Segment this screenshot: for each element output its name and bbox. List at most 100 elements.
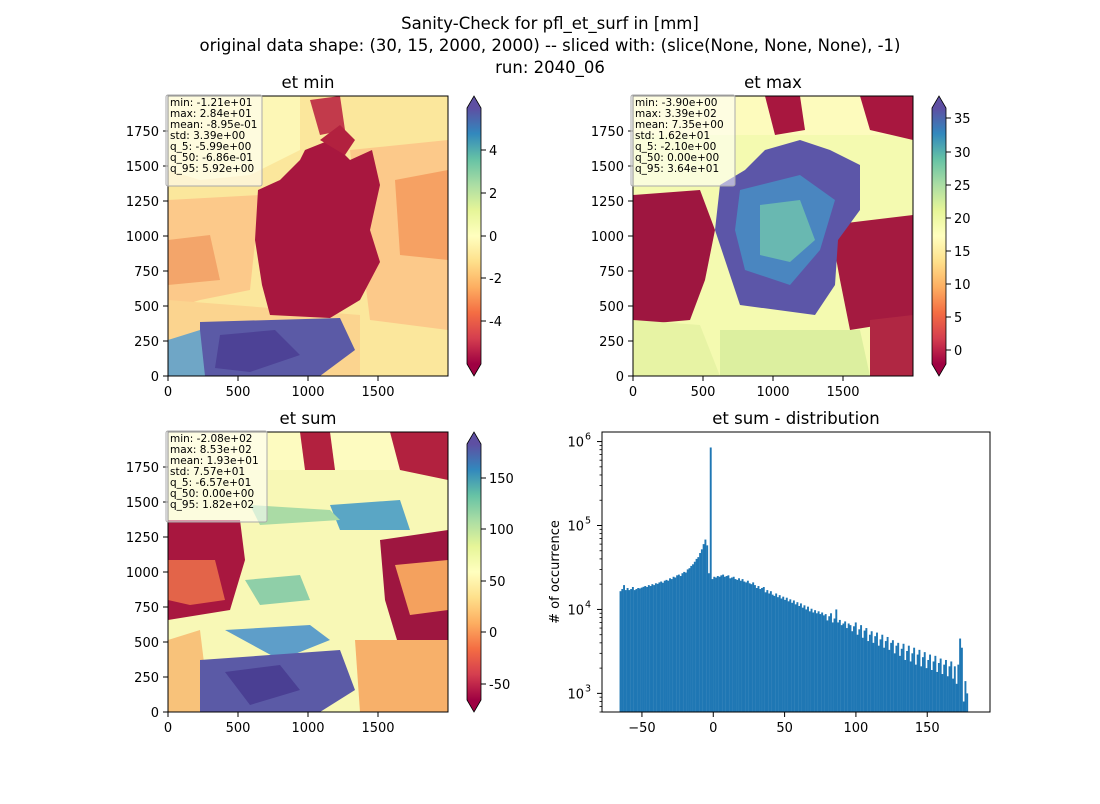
- colorbar-extend-max: [932, 96, 946, 108]
- histogram-bar: [798, 605, 801, 712]
- y-tick-label: 1000: [126, 566, 159, 581]
- histogram-bar: [821, 612, 824, 712]
- y-tick-label: 0: [616, 370, 624, 385]
- histogram-bar: [930, 669, 933, 712]
- colorbar-extend-min: [932, 364, 946, 376]
- histogram-bar: [868, 634, 871, 712]
- histogram-bar: [879, 639, 882, 712]
- histogram-bar: [621, 589, 624, 712]
- colorbar-extend-min: [467, 364, 481, 376]
- stat-line: q_5: -2.10e+00: [635, 141, 716, 153]
- colorbar-tick-label: 5: [954, 311, 962, 326]
- histogram-bar: [769, 591, 772, 712]
- histogram-bar: [927, 659, 930, 712]
- histogram-bar: [628, 590, 631, 712]
- histogram-bar: [775, 593, 778, 712]
- y-tick-label: 250: [134, 335, 159, 350]
- y-tick-label: 1750: [591, 125, 624, 140]
- histogram-bar: [720, 575, 723, 712]
- histogram-bar: [755, 588, 758, 712]
- histogram-bar: [923, 652, 926, 712]
- histogram-bar: [663, 580, 666, 712]
- y-tick-label: 500: [599, 300, 624, 315]
- y-tick-label: 500: [134, 300, 159, 315]
- histogram-bar: [640, 587, 643, 712]
- y-tick-label: 500: [134, 636, 159, 651]
- histogram-bar: [791, 602, 794, 712]
- panel-title: et max: [744, 73, 802, 92]
- y-axis-label: # of occurrence: [548, 520, 563, 624]
- stats-box: min: -1.21e+01 max: 2.84e+01 mean: -8.95…: [165, 94, 263, 187]
- histogram-bar: [794, 604, 797, 712]
- colorbar-extend-max: [467, 96, 481, 108]
- histogram-bar: [895, 645, 898, 712]
- y-tick-label: 0: [151, 370, 159, 385]
- histogram-bar: [746, 580, 749, 712]
- histogram-bar: [727, 575, 730, 712]
- colorbar-tick-label: 35: [954, 112, 971, 127]
- y-tick-label: 250: [599, 335, 624, 350]
- histogram-bar: [773, 595, 776, 712]
- histogram-bar: [626, 588, 629, 712]
- y-tick-label: 0: [151, 706, 159, 721]
- histogram-bar: [854, 622, 857, 712]
- histogram-bar: [831, 622, 834, 712]
- histogram-bar: [743, 581, 746, 712]
- histogram-bar: [815, 613, 818, 712]
- y-tick-exponent: 5: [585, 516, 591, 527]
- suptitle-line-3: run: 2040_06: [495, 58, 605, 78]
- histogram-bar: [729, 578, 732, 712]
- colorbar-gradient: [467, 108, 481, 364]
- histogram-bar: [658, 582, 661, 712]
- histogram-bar: [639, 588, 641, 712]
- x-tick-label: 1000: [291, 385, 324, 400]
- heatmap-image: [168, 432, 448, 712]
- histogram-bar: [946, 676, 949, 712]
- stat-line: max: 8.53e+02: [170, 444, 252, 456]
- x-tick-label: −50: [628, 721, 655, 736]
- histogram-bar: [778, 595, 781, 712]
- histogram-bars: [619, 447, 969, 712]
- histogram-bar: [916, 654, 919, 712]
- histogram-bar: [893, 653, 896, 712]
- stat-line: q_50: -6.86e-01: [170, 152, 253, 164]
- histogram-bar: [647, 585, 650, 712]
- x-axis: 0 500 1000 1500: [164, 376, 395, 400]
- x-axis: −50 0 50 100 150: [628, 712, 940, 736]
- panel-et-sum-distribution: et sum - distribution −50 0 50 100 150 10 310…: [548, 409, 991, 736]
- colorbar-tick-label: 25: [954, 179, 971, 194]
- histogram-bar: [900, 648, 903, 712]
- histogram-bar: [704, 539, 707, 712]
- colorbar-tick-label: 0: [489, 626, 497, 641]
- x-tick-label: 100: [843, 721, 868, 736]
- histogram-bar: [670, 579, 673, 712]
- histogram-bar: [801, 607, 804, 712]
- histogram-bar: [805, 609, 808, 712]
- histogram-bar: [706, 545, 709, 712]
- histogram-bar: [665, 579, 668, 712]
- histogram-bar: [872, 642, 875, 712]
- histogram-bar: [676, 575, 679, 712]
- histogram-bar: [959, 638, 962, 712]
- histogram-bar: [764, 592, 767, 712]
- histogram-bar: [635, 589, 638, 712]
- histogram-bar: [753, 585, 756, 712]
- histogram-bar: [637, 588, 640, 712]
- histogram-bar: [909, 661, 912, 712]
- histogram-bar: [784, 599, 786, 712]
- histogram-bar: [677, 574, 680, 712]
- histogram-bar: [702, 544, 705, 712]
- histogram-bar: [667, 580, 670, 712]
- histogram-bar: [950, 661, 953, 712]
- y-tick-label: 750: [134, 601, 159, 616]
- histogram-bar: [856, 634, 859, 712]
- stat-line: q_95: 5.92e+00: [170, 163, 254, 175]
- histogram-bar: [914, 664, 917, 712]
- histogram-bar: [842, 623, 845, 712]
- histogram-bar: [803, 605, 806, 712]
- histogram-bar: [782, 596, 785, 712]
- y-tick-label: 1500: [126, 496, 159, 511]
- histogram-bar: [851, 631, 854, 712]
- y-tick-label: 1250: [126, 531, 159, 546]
- histogram-bar: [796, 602, 799, 712]
